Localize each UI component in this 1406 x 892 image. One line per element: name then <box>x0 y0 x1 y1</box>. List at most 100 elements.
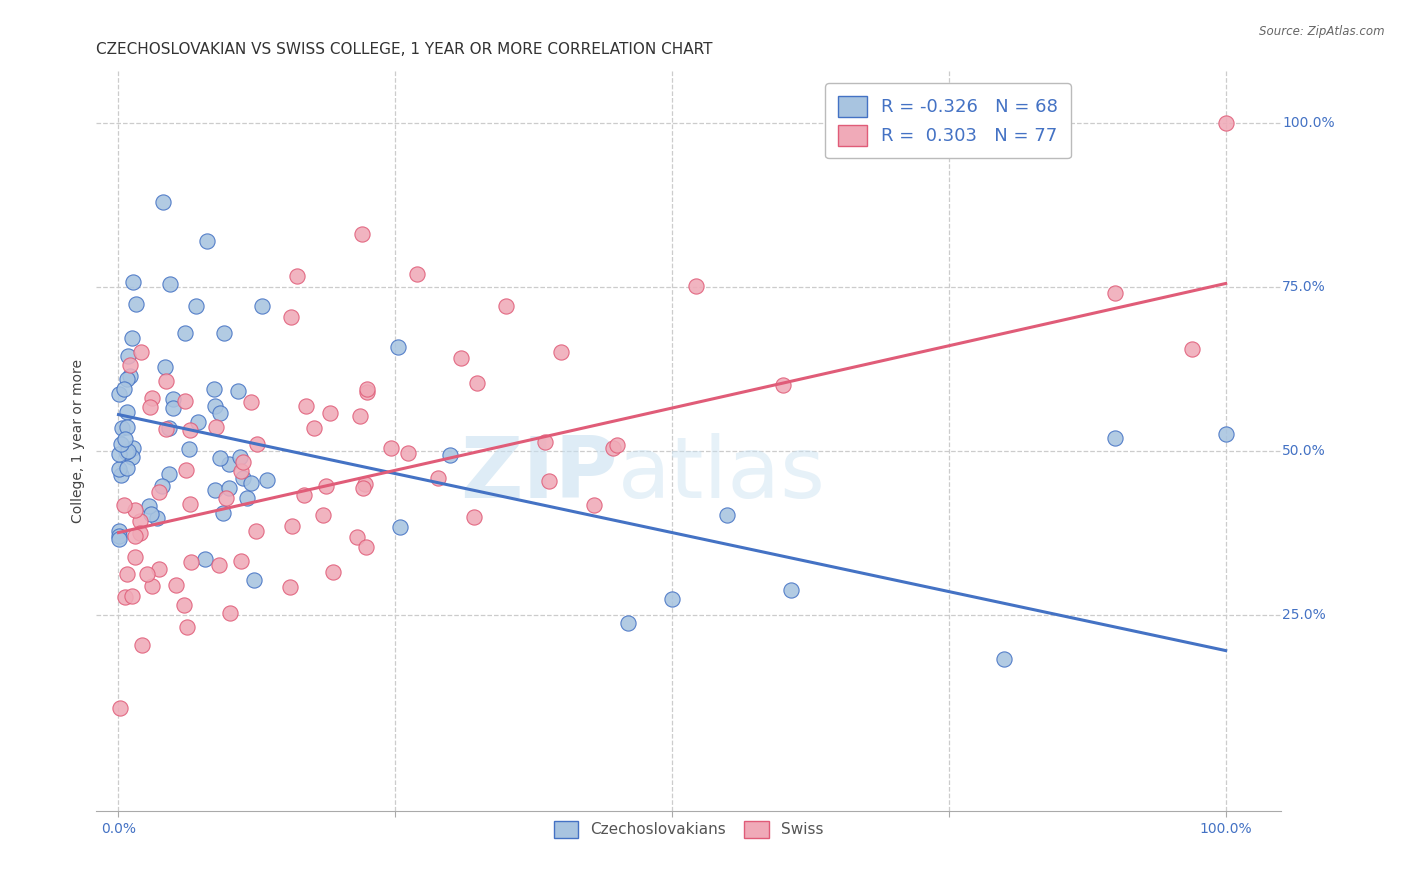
Point <box>685 279 707 293</box>
Point <box>302 420 325 434</box>
Point <box>315 479 337 493</box>
Point <box>112 383 135 397</box>
Point <box>195 234 218 248</box>
Point <box>115 566 138 581</box>
Point <box>380 441 402 455</box>
Point <box>243 573 266 587</box>
Point <box>204 483 226 497</box>
Point <box>280 310 302 324</box>
Point <box>427 470 450 484</box>
Point <box>162 401 184 416</box>
Point <box>1104 285 1126 300</box>
Point <box>108 386 131 401</box>
Point <box>387 340 409 354</box>
Point <box>111 420 134 434</box>
Point <box>110 437 132 451</box>
Point <box>218 457 240 471</box>
Point <box>121 276 143 290</box>
Point <box>1104 431 1126 445</box>
Point <box>115 372 138 386</box>
Text: 75.0%: 75.0% <box>1282 280 1326 293</box>
Point <box>148 484 170 499</box>
Point <box>125 297 148 311</box>
Point <box>537 475 560 489</box>
Point <box>107 447 129 461</box>
Point <box>121 331 143 345</box>
Point <box>179 423 201 437</box>
Point <box>356 385 378 400</box>
Point <box>155 374 177 388</box>
Point <box>349 409 371 423</box>
Point <box>115 460 138 475</box>
Point <box>202 382 225 396</box>
Point <box>187 415 209 429</box>
Point <box>533 434 555 449</box>
Point <box>157 467 180 481</box>
Point <box>231 464 253 478</box>
Point <box>231 553 253 567</box>
Point <box>108 700 131 714</box>
Point <box>129 345 152 359</box>
Point <box>245 524 267 538</box>
Point <box>240 395 263 409</box>
Point <box>352 481 374 495</box>
Point <box>194 552 217 566</box>
Point <box>285 268 308 283</box>
Point <box>439 448 461 462</box>
Point <box>120 368 142 383</box>
Text: 100.0%: 100.0% <box>1282 116 1334 130</box>
Point <box>388 520 411 534</box>
Text: 50.0%: 50.0% <box>1282 443 1326 458</box>
Point <box>174 463 197 477</box>
Point <box>246 437 269 451</box>
Point <box>280 519 302 533</box>
Point <box>115 420 138 434</box>
Point <box>165 578 187 592</box>
Point <box>114 444 136 458</box>
Point <box>107 462 129 476</box>
Point <box>295 399 318 413</box>
Point <box>1215 427 1237 442</box>
Point <box>312 508 335 523</box>
Point <box>112 498 135 512</box>
Point <box>495 300 517 314</box>
Point <box>207 558 229 572</box>
Point <box>278 580 301 594</box>
Point <box>232 470 254 484</box>
Point <box>354 540 377 554</box>
Point <box>157 421 180 435</box>
Point <box>179 497 201 511</box>
Point <box>780 583 803 598</box>
Point <box>114 591 136 605</box>
Point <box>152 194 174 209</box>
Point <box>121 441 143 455</box>
Point <box>354 476 377 491</box>
Text: CZECHOSLOVAKIAN VS SWISS COLLEGE, 1 YEAR OR MORE CORRELATION CHART: CZECHOSLOVAKIAN VS SWISS COLLEGE, 1 YEAR… <box>97 42 713 57</box>
Point <box>136 567 159 582</box>
Point <box>204 399 226 413</box>
Point <box>226 384 249 398</box>
Point <box>993 652 1015 666</box>
Point <box>141 579 163 593</box>
Point <box>150 478 173 492</box>
Text: Source: ZipAtlas.com: Source: ZipAtlas.com <box>1260 25 1385 38</box>
Y-axis label: College, 1 year or more: College, 1 year or more <box>72 359 86 523</box>
Point <box>124 503 146 517</box>
Point <box>148 562 170 576</box>
Point <box>356 382 378 396</box>
Point <box>155 421 177 435</box>
Point <box>131 638 153 652</box>
Point <box>406 267 429 281</box>
Point <box>319 406 342 420</box>
Point <box>218 481 240 495</box>
Point <box>1215 116 1237 130</box>
Legend: Czechoslovakians, Swiss: Czechoslovakians, Swiss <box>547 814 830 845</box>
Point <box>153 359 176 374</box>
Point <box>582 498 605 512</box>
Point <box>215 491 238 505</box>
Point <box>108 524 131 538</box>
Point <box>110 468 132 483</box>
Point <box>180 555 202 569</box>
Point <box>114 432 136 446</box>
Point <box>240 476 263 491</box>
